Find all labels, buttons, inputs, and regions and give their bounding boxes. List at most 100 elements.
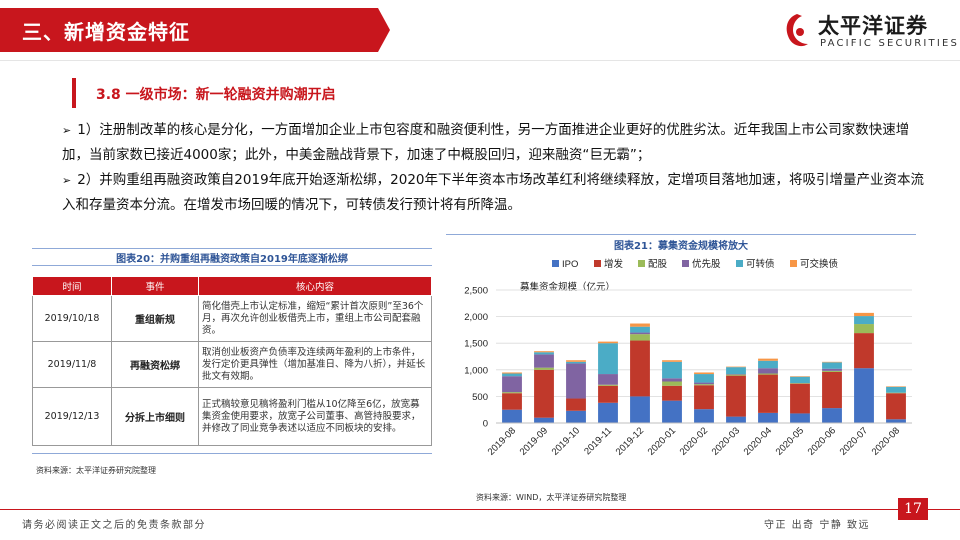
chart-source: 资料来源：WIND，太平洋证券研究院整理	[476, 493, 627, 502]
row-date: 2019/12/13	[32, 387, 112, 446]
legend-label: 优先股	[692, 258, 721, 270]
bar-segment	[598, 343, 618, 375]
bar-segment	[502, 409, 522, 423]
legend-label: 配股	[648, 259, 668, 270]
bar-segment	[822, 408, 842, 423]
section-accent-bar	[72, 78, 76, 108]
y-tick-label: 500	[472, 392, 488, 403]
bar-segment	[662, 360, 682, 362]
policy-table: 时间 事件 核心内容 2019/10/18 重组新规 简化借壳上市认定标准，缩短…	[32, 276, 432, 446]
bar-segment	[566, 410, 586, 423]
bar-segment	[630, 332, 650, 335]
bar-segment	[598, 384, 618, 386]
caption-rule	[32, 265, 432, 266]
row-event: 重组新规	[111, 295, 199, 342]
bar-segment	[566, 363, 586, 399]
arrow-bullet-icon: ➢	[62, 124, 72, 137]
y-tick-label: 1,000	[464, 365, 488, 376]
bar-segment	[886, 386, 906, 387]
header-date: 时间	[32, 276, 112, 296]
bar-segment	[758, 360, 778, 369]
bar-segment	[630, 396, 650, 423]
bar-segment	[662, 381, 682, 386]
bar-segment	[502, 392, 522, 394]
bar-segment	[662, 361, 682, 379]
legend-label: 可交换债	[800, 258, 839, 270]
bar-segment	[694, 384, 714, 386]
logo-text-cn: 太平洋证券	[818, 14, 928, 38]
y-tick-label: 2,500	[464, 286, 488, 297]
header-content: 核心内容	[198, 276, 432, 296]
bar-segment	[790, 383, 810, 384]
bar-segment	[854, 324, 874, 334]
bar-segment	[630, 334, 650, 341]
row-event: 再融资松绑	[111, 341, 199, 388]
bar-segment	[598, 402, 618, 423]
bar-segment	[662, 385, 682, 401]
bar-segment	[886, 419, 906, 423]
bar-segment	[726, 366, 746, 368]
bar-segment	[694, 385, 714, 410]
bar-segment	[566, 398, 586, 411]
bar-segment	[854, 312, 874, 317]
bar-segment	[566, 361, 586, 364]
bar-segment	[534, 352, 554, 355]
bar-segment	[694, 372, 714, 375]
footer-divider	[0, 509, 960, 510]
brand-logo	[780, 8, 955, 54]
x-tick-label: 2020-06	[806, 425, 838, 457]
x-tick-label: 2019-08	[486, 425, 518, 457]
x-tick-label: 2019-10	[550, 425, 582, 457]
bar-segment	[726, 416, 746, 423]
table-row: 2019/12/13 分拆上市细则 正式稿较意见稿将盈利门槛从10亿降至6亿，放…	[32, 387, 432, 446]
x-tick-label: 2020-04	[742, 425, 774, 457]
bar-segment	[534, 367, 554, 370]
bar-segment	[822, 370, 842, 372]
bar-segment	[822, 361, 842, 363]
bar-segment	[726, 374, 746, 375]
section-title: 3.8 一级市场：新一轮融资并购潮开启	[96, 87, 336, 103]
y-tick-label: 2,000	[464, 312, 488, 323]
bar-segment	[822, 368, 842, 371]
bar-segment	[598, 374, 618, 385]
bar-segment	[502, 373, 522, 377]
legend-swatch	[552, 260, 559, 267]
page-number: 17	[898, 498, 928, 520]
x-tick-label: 2019-12	[614, 425, 646, 457]
table-row: 2019/11/8 再融资松绑 取消创业板资产负债率及连续两年盈利的上市条件，发…	[32, 341, 432, 388]
chart-caption: 图表21：募集资金规模将放大	[614, 241, 748, 252]
bar-segment	[502, 393, 522, 410]
legend-swatch	[638, 260, 645, 267]
x-tick-label: 2020-07	[838, 425, 870, 457]
bar-segment	[630, 326, 650, 333]
table-header-row: 时间 事件 核心内容	[32, 276, 432, 296]
header-band	[0, 8, 390, 52]
y-tick-label: 1,500	[464, 339, 488, 350]
row-event: 分拆上市细则	[111, 387, 199, 446]
bar-segment	[598, 341, 618, 344]
arrow-bullet-icon: ➢	[62, 174, 72, 187]
bar-segment	[854, 333, 874, 369]
legend-label: 可转债	[746, 258, 775, 270]
bar-segment	[502, 372, 522, 374]
bar-segment	[886, 392, 906, 394]
y-tick-label: 0	[483, 419, 488, 430]
bar-segment	[758, 358, 778, 361]
bar-segment	[566, 360, 586, 362]
legend-swatch	[682, 260, 689, 267]
bar-segment	[886, 393, 906, 420]
bar-segment	[534, 369, 554, 418]
row-content: 取消创业板资产负债率及连续两年盈利的上市条件，发行定价更具弹性（增加基准日、降为…	[198, 341, 432, 388]
header-divider	[0, 60, 960, 61]
x-tick-label: 2020-03	[710, 425, 742, 457]
bar-segment	[790, 413, 810, 423]
legend-label: 增发	[604, 258, 624, 270]
bar-segment	[854, 316, 874, 325]
legend-swatch	[736, 260, 743, 267]
table-caption: 图表20：并购重组再融资政策自2019年底逐渐松绑	[116, 254, 348, 265]
bar-segment	[630, 340, 650, 397]
y-axis-label: 募集资金规模（亿元）	[520, 281, 615, 293]
bullet-text: 1）注册制改革的核心是分化，一方面增加企业上市包容度和融资便利性，另一方面推进企…	[62, 122, 910, 163]
table-bottom-rule	[32, 453, 432, 454]
bar-segment	[534, 354, 554, 368]
